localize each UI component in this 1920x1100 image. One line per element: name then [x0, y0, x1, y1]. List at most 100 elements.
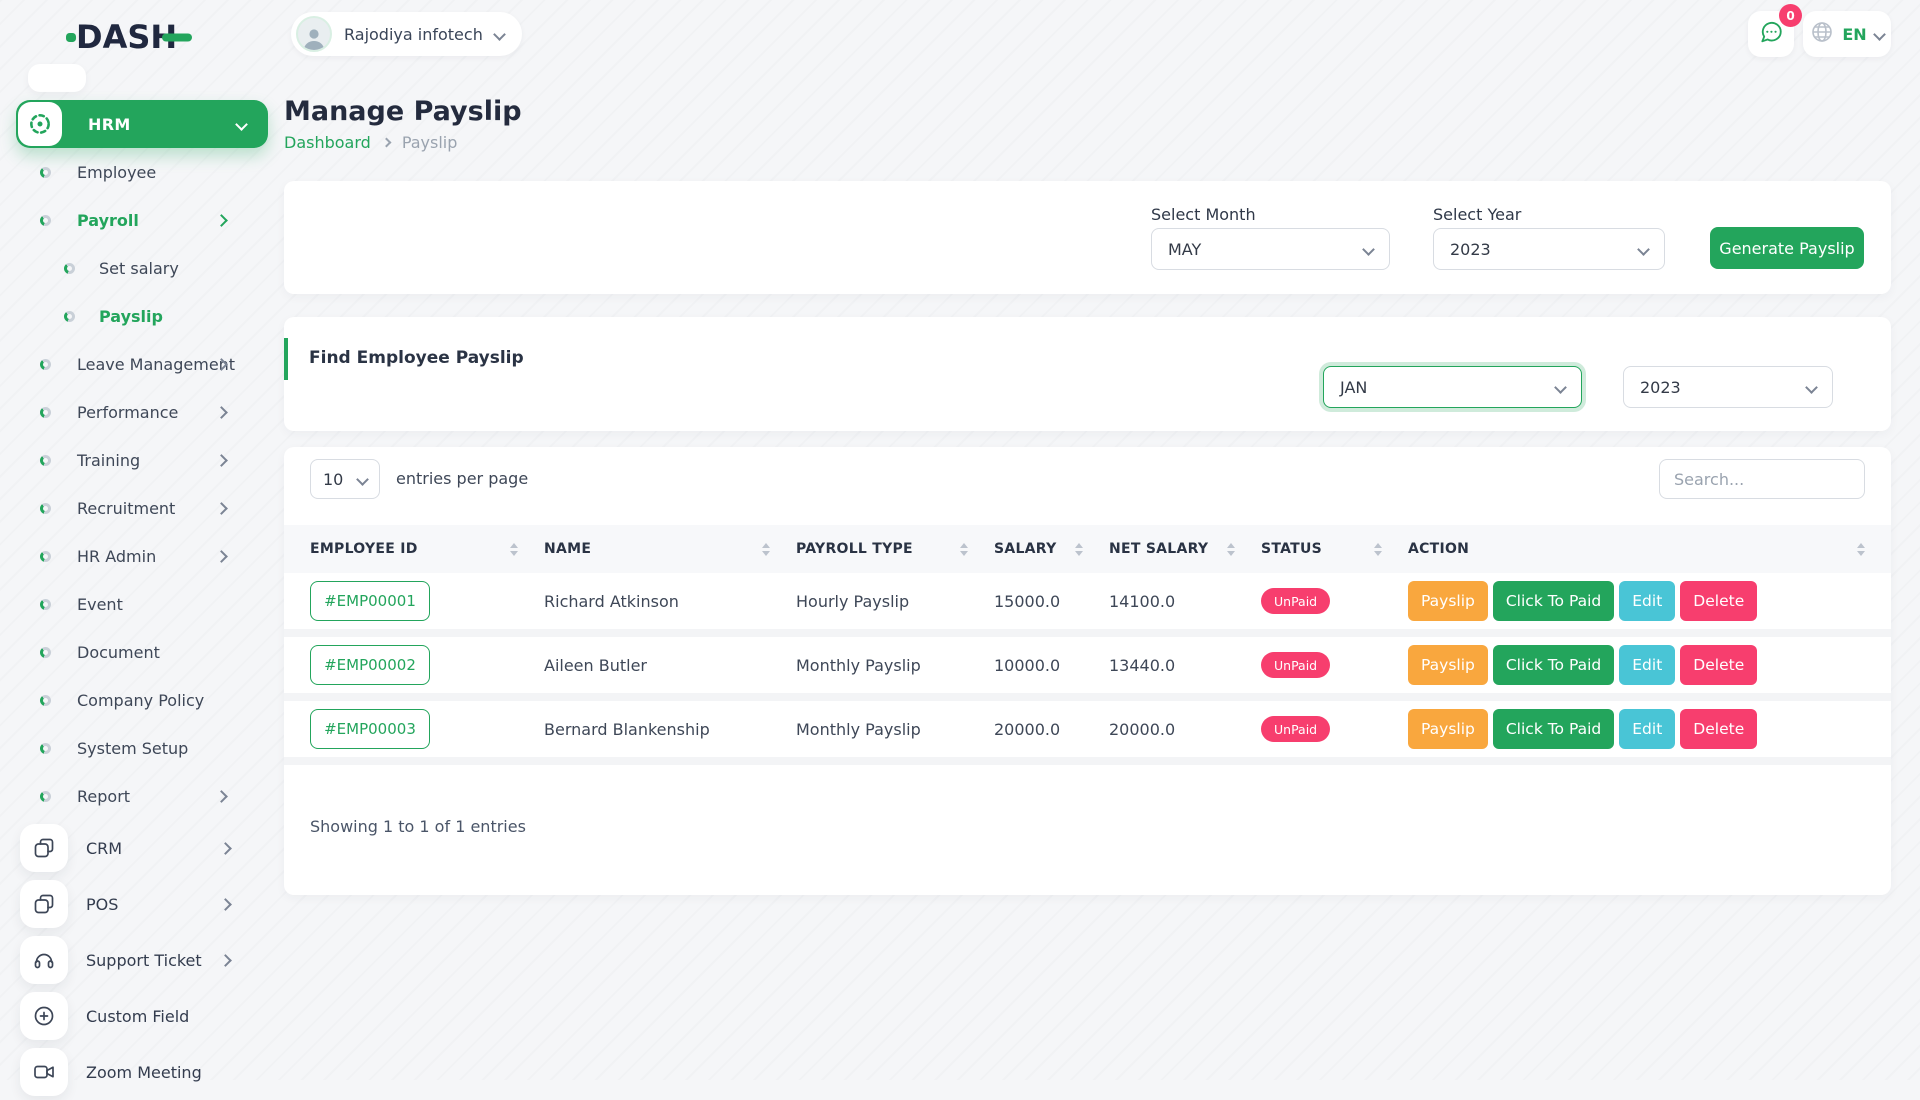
delete-button[interactable]: Delete	[1680, 709, 1758, 749]
month-select[interactable]: MAY	[1151, 228, 1390, 270]
sidebar-item-payslip[interactable]: Payslip	[0, 292, 284, 340]
messages-badge: 0	[1779, 4, 1802, 27]
column-header-payroll-type[interactable]: PAYROLL TYPE	[796, 541, 994, 557]
bullet-icon	[40, 646, 51, 658]
sidebar-nav: HRM Employee Payroll Set salary Payslip Leave…	[0, 100, 284, 1100]
salary-cell: 15000.0	[994, 591, 1061, 611]
employee-id-button[interactable]: #EMP00001	[310, 581, 430, 621]
find-month-value: JAN	[1340, 377, 1368, 397]
payslip-button[interactable]: Payslip	[1408, 581, 1488, 621]
apps-icon	[20, 824, 68, 872]
bullet-icon	[64, 310, 75, 322]
column-header-action[interactable]: ACTION	[1408, 541, 1891, 557]
column-header-status[interactable]: STATUS	[1261, 541, 1408, 557]
sidebar-item-recruitment[interactable]: Recruitment	[0, 484, 284, 532]
logo-dot	[66, 33, 76, 42]
sort-icon	[762, 542, 770, 556]
sidebar-item-system-setup[interactable]: System Setup	[0, 724, 284, 772]
sidebar: DASH HRM Employee Payroll Set salary Payslip…	[0, 0, 284, 1096]
sidebar-item-pos[interactable]: POS	[0, 876, 284, 932]
messages-button[interactable]: 0	[1748, 4, 1802, 57]
sidebar-item-report[interactable]: Report	[0, 772, 284, 820]
status-badge: UnPaid	[1261, 652, 1331, 678]
click-to-paid-button[interactable]: Click To Paid	[1492, 645, 1615, 685]
edit-button[interactable]: Edit	[1619, 645, 1676, 685]
headset-icon	[20, 936, 68, 984]
chevron-right-icon	[215, 501, 228, 515]
entries-per-page-select[interactable]: 10	[310, 459, 380, 499]
find-year-select[interactable]: 2023	[1623, 366, 1833, 408]
logo-dash	[162, 33, 192, 42]
sort-icon	[1075, 542, 1083, 556]
column-header-salary[interactable]: SALARY	[994, 541, 1109, 557]
salary-cell: 20000.0	[994, 719, 1061, 739]
chevron-right-icon	[215, 453, 228, 467]
payslip-button[interactable]: Payslip	[1408, 709, 1488, 749]
breadcrumb-dashboard-link[interactable]: Dashboard	[284, 133, 371, 152]
delete-button[interactable]: Delete	[1680, 645, 1758, 685]
name-cell: Aileen Butler	[544, 655, 648, 675]
status-cell: UnPaid	[1261, 588, 1408, 614]
column-header-employee-id[interactable]: EMPLOYEE ID	[310, 541, 544, 557]
chevron-right-icon	[215, 789, 228, 803]
chevron-down-icon	[1872, 27, 1886, 41]
year-select[interactable]: 2023	[1433, 228, 1665, 270]
click-to-paid-button[interactable]: Click To Paid	[1492, 581, 1615, 621]
select-year-label: Select Year	[1433, 205, 1522, 224]
sidebar-item-employee[interactable]: Employee	[0, 148, 284, 196]
search-input[interactable]	[1659, 459, 1865, 499]
edit-button[interactable]: Edit	[1619, 581, 1676, 621]
chevron-down-icon	[492, 27, 506, 41]
generate-payslip-card: Select Month MAY Select Year 2023 Genera…	[284, 181, 1891, 294]
chevron-right-icon	[219, 953, 232, 967]
action-cell: Payslip Click To Paid Edit Delete	[1408, 581, 1891, 621]
employee-id-button[interactable]: #EMP00002	[310, 645, 430, 685]
salary-cell: 10000.0	[994, 655, 1061, 675]
language-code: EN	[1842, 24, 1867, 44]
sidebar-item-leave-management[interactable]: Leave Management	[0, 340, 284, 388]
delete-button[interactable]: Delete	[1680, 581, 1758, 621]
company-selector[interactable]: Rajodiya infotech	[291, 12, 522, 56]
sidebar-item-crm[interactable]: CRM	[0, 820, 284, 876]
column-header-net-salary[interactable]: NET SALARY	[1109, 541, 1261, 557]
sort-icon	[510, 542, 518, 556]
employee-id-cell: #EMP00001	[310, 581, 544, 621]
sidebar-item-event[interactable]: Event	[0, 580, 284, 628]
bullet-icon	[40, 790, 51, 802]
plus-circle-icon	[20, 992, 68, 1040]
month-select-value: MAY	[1168, 239, 1202, 259]
sidebar-item-training[interactable]: Training	[0, 436, 284, 484]
sidebar-item-hrm[interactable]: HRM	[16, 100, 268, 148]
brand-logo: DASH	[66, 16, 194, 58]
sidebar-item-company-policy[interactable]: Company Policy	[0, 676, 284, 724]
chevron-down-icon	[356, 472, 369, 486]
find-month-select[interactable]: JAN	[1323, 366, 1582, 408]
sidebar-item-hr-admin[interactable]: HR Admin	[0, 532, 284, 580]
bullet-icon	[40, 742, 51, 754]
language-selector[interactable]: EN	[1803, 11, 1891, 57]
sidebar-item-document[interactable]: Document	[0, 628, 284, 676]
generate-payslip-button[interactable]: Generate Payslip	[1710, 227, 1864, 269]
payslip-button[interactable]: Payslip	[1408, 645, 1488, 685]
action-cell: Payslip Click To Paid Edit Delete	[1408, 645, 1891, 685]
bullet-icon	[40, 550, 51, 562]
column-header-name[interactable]: NAME	[544, 541, 796, 557]
chat-icon	[1758, 19, 1784, 49]
payroll-type-cell: Hourly Payslip	[796, 591, 910, 611]
sidebar-item-performance[interactable]: Performance	[0, 388, 284, 436]
sidebar-item-zoom-meeting[interactable]: Zoom Meeting	[0, 1044, 284, 1100]
sidebar-item-custom-field[interactable]: Custom Field	[0, 988, 284, 1044]
sort-icon	[960, 542, 968, 556]
bullet-icon	[40, 454, 51, 466]
svg-text:DASH: DASH	[76, 18, 177, 56]
sidebar-item-support-ticket[interactable]: Support Ticket	[0, 932, 284, 988]
sidebar-item-set-salary[interactable]: Set salary	[0, 244, 284, 292]
click-to-paid-button[interactable]: Click To Paid	[1492, 709, 1615, 749]
payroll-type-cell: Monthly Payslip	[796, 719, 921, 739]
employee-id-button[interactable]: #EMP00003	[310, 709, 430, 749]
find-payslip-card: Find Employee Payslip JAN 2023	[284, 317, 1891, 431]
chevron-right-icon	[215, 549, 228, 563]
edit-button[interactable]: Edit	[1619, 709, 1676, 749]
sidebar-item-payroll[interactable]: Payroll	[0, 196, 284, 244]
status-badge: UnPaid	[1261, 588, 1331, 614]
